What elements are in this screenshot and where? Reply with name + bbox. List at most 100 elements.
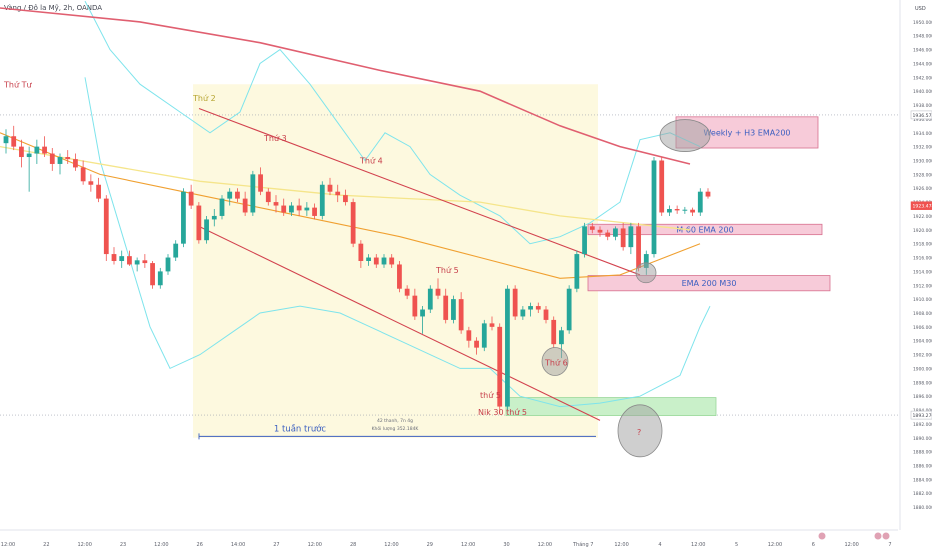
zone-label-0: Weekly + H3 EMA200	[703, 128, 790, 137]
candle-body	[381, 257, 387, 265]
time-tick: 12:00	[77, 542, 91, 548]
flag-icon	[818, 532, 826, 540]
candle-body	[366, 257, 371, 261]
candle-body	[397, 264, 402, 289]
ema-orange	[0, 132, 701, 279]
candle-body	[335, 191, 341, 196]
candle	[312, 203, 317, 220]
time-tick: 12:00	[768, 542, 782, 548]
day-label-7: Nik 30 thứ 5	[478, 408, 527, 417]
bollinger-upper	[84, 0, 701, 245]
candle-body	[512, 288, 518, 317]
bollinger-lower	[84, 77, 711, 408]
candle-body	[196, 205, 202, 241]
candle	[458, 292, 464, 334]
candle	[389, 254, 395, 268]
candle	[366, 254, 371, 266]
price-tick: 1884.000	[913, 477, 932, 483]
flag-icon	[874, 532, 882, 540]
candle	[188, 184, 194, 210]
candle	[65, 150, 71, 164]
time-tick: 7	[888, 542, 891, 548]
time-tick: 22	[43, 542, 49, 548]
currency-label: USD	[915, 6, 926, 12]
day-label-5: Thứ 6	[544, 359, 568, 368]
candle	[358, 240, 364, 268]
time-tick: 28	[350, 542, 356, 548]
candle	[481, 319, 487, 352]
candle	[613, 226, 618, 241]
candle	[96, 177, 101, 203]
candle-body	[42, 146, 47, 154]
candle	[497, 323, 503, 414]
candle	[250, 170, 256, 216]
time-tick: 6	[812, 542, 815, 548]
candle	[651, 157, 657, 258]
candle	[204, 215, 209, 244]
candle	[327, 177, 333, 196]
candle	[34, 139, 40, 164]
time-tick: 12:00	[461, 542, 475, 548]
candle-body	[88, 181, 94, 185]
time-tick: 4	[658, 542, 661, 548]
candle	[181, 188, 186, 248]
candle	[443, 288, 449, 324]
candle	[88, 174, 94, 192]
price-tick: 1896.000	[913, 394, 932, 400]
candle	[659, 157, 665, 216]
candle	[528, 302, 533, 317]
time-tick: Tháng 7	[572, 541, 593, 548]
price-label-text-1: 1923.478	[913, 204, 932, 210]
price-tick: 1892.000	[913, 422, 932, 428]
price-label-box-1	[910, 201, 932, 210]
candle	[667, 205, 672, 216]
time-tick: 12:00	[1, 542, 15, 548]
candle-body	[250, 174, 256, 213]
candle	[289, 202, 294, 216]
candle-body	[289, 205, 294, 213]
price-label-box-2	[910, 410, 932, 420]
candle	[628, 222, 634, 255]
candle-body	[643, 254, 649, 268]
candle-body	[489, 323, 495, 327]
day-label-2: Thứ 3	[263, 134, 287, 143]
candle-body	[458, 299, 464, 331]
candle-body	[57, 157, 63, 164]
candle	[296, 198, 302, 216]
candle	[219, 195, 225, 220]
price-tick: 1942.000	[913, 75, 932, 81]
candle	[682, 206, 688, 214]
candle-body	[34, 146, 40, 154]
week-info-1: Khối lượng 352.184K	[372, 425, 420, 432]
candle	[258, 167, 263, 196]
candle-body	[49, 153, 55, 164]
time-tick: 12:00	[308, 542, 322, 548]
candle	[620, 222, 626, 251]
ema-red	[0, 7, 691, 165]
highlight-circle-0	[659, 119, 711, 152]
price-label-text-0: 1936.575	[913, 113, 932, 119]
candle	[412, 288, 418, 320]
zone-label-1: M 60 EMA 200	[676, 225, 733, 234]
candle-body	[412, 295, 418, 317]
candle-body	[235, 191, 240, 199]
time-tick: 12:00	[384, 542, 398, 548]
price-tick: 1904.000	[913, 339, 932, 345]
candle	[697, 188, 703, 216]
candle	[80, 160, 86, 185]
candle-body	[96, 184, 101, 199]
candle	[111, 247, 117, 265]
candle	[335, 184, 341, 203]
candle-body	[535, 306, 541, 310]
candle-body	[258, 174, 263, 192]
candle	[211, 209, 217, 227]
candle-body	[111, 254, 117, 261]
candle-body	[219, 198, 225, 216]
candle-body	[559, 330, 564, 345]
day-label-6: thứ 5	[480, 391, 501, 400]
candle-body	[304, 207, 310, 211]
candle-body	[620, 228, 626, 248]
candle-body	[211, 215, 217, 220]
